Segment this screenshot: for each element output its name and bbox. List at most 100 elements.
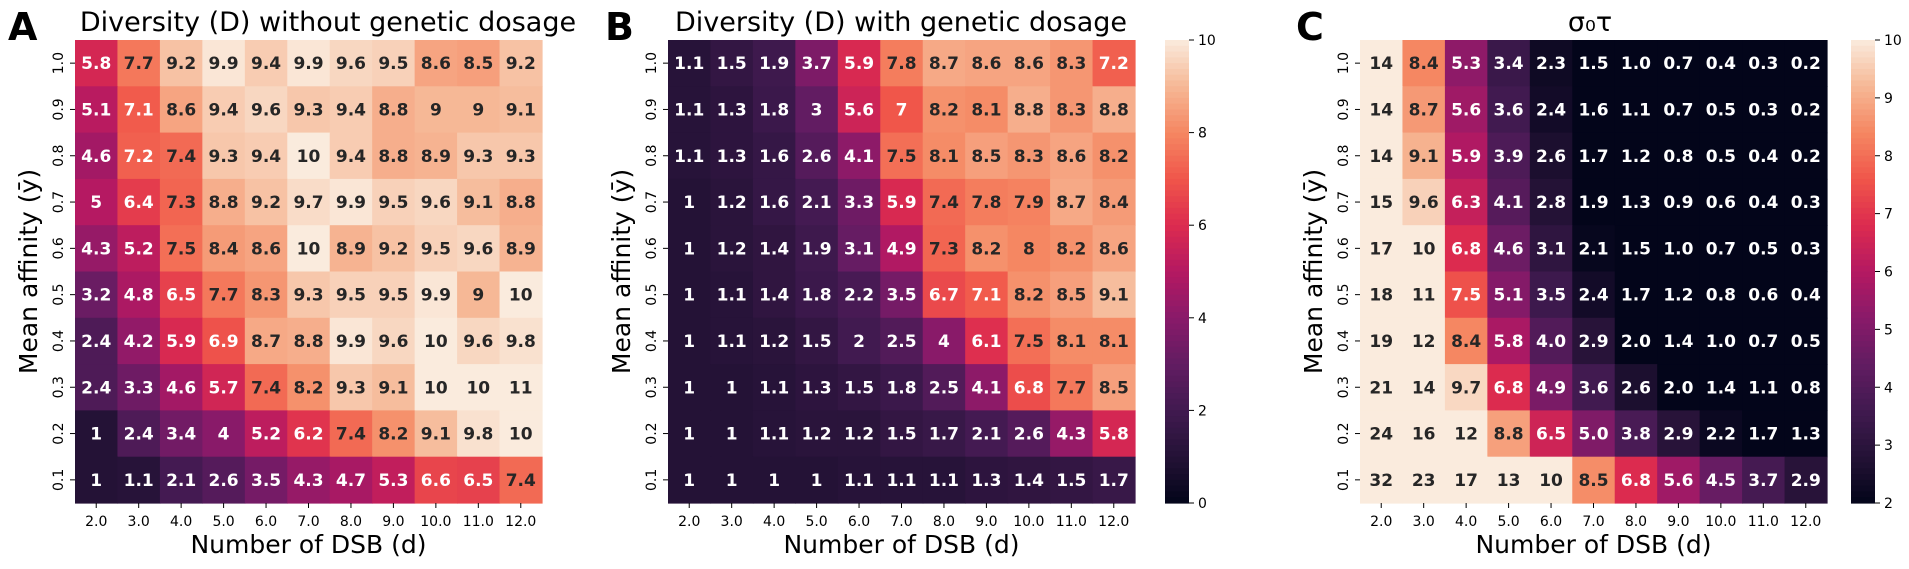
panel-b-y-tick-label: 0.6 bbox=[644, 237, 660, 259]
panel-c-cell bbox=[1402, 364, 1446, 411]
panel-c-cell bbox=[1360, 364, 1404, 411]
panel-c-cell-label: 4.5 bbox=[1706, 471, 1736, 491]
panel-c-colorbar-segment bbox=[1851, 86, 1875, 93]
panel-c-cell-label: 14 bbox=[1369, 54, 1393, 74]
panel-a-y-tick-label: 0.5 bbox=[51, 284, 67, 306]
panel-c-cell-label: 1.7 bbox=[1578, 147, 1608, 167]
panel-c-cell-label: 17 bbox=[1454, 471, 1478, 491]
panel-a-cell bbox=[244, 86, 288, 134]
panel-b-colorbar-segment bbox=[1165, 294, 1189, 302]
panel-c-y-tick-label: 1.0 bbox=[1336, 52, 1352, 74]
panel-c-cell bbox=[1402, 456, 1446, 504]
panel-a-cell bbox=[329, 456, 373, 504]
panel-c-colorbar-segment bbox=[1851, 340, 1875, 348]
panel-a-cell-label: 8.8 bbox=[378, 100, 408, 120]
panel-c-colorbar-segment bbox=[1851, 352, 1875, 359]
panel-a-cell bbox=[202, 132, 246, 180]
panel-b-cell-label: 1.5 bbox=[717, 54, 747, 74]
panel-b-cell bbox=[668, 40, 712, 87]
panel-a-cell bbox=[244, 410, 288, 458]
panel-a-cell bbox=[287, 86, 331, 134]
panel-a-cell bbox=[414, 225, 458, 273]
panel-a-cell-label: 9.2 bbox=[506, 54, 536, 74]
panel-c-colorbar-segment bbox=[1851, 230, 1875, 238]
panel-c-cell bbox=[1360, 225, 1404, 273]
panel-b-colorbar-segment bbox=[1165, 132, 1189, 139]
panel-a-cell bbox=[457, 225, 501, 273]
panel-a-cell bbox=[244, 132, 288, 180]
panel-b-cell bbox=[795, 317, 839, 365]
panel-b-x-tick-label: 12.0 bbox=[1098, 514, 1129, 530]
panel-b-cell-label: 4.1 bbox=[844, 147, 874, 167]
panel-a-cell bbox=[159, 132, 203, 180]
panel-c-cell-label: 19 bbox=[1369, 332, 1393, 352]
panel-b-colorbar-tick-label: 8 bbox=[1198, 126, 1207, 142]
panel-b-cell-label: 8.2 bbox=[1014, 286, 1044, 306]
panel-c-cell-label: 21 bbox=[1369, 378, 1393, 398]
panel-a-cell-label: 7.3 bbox=[166, 193, 196, 213]
panel-c-colorbar-segment bbox=[1851, 265, 1875, 273]
panel-a-cell bbox=[117, 456, 161, 504]
panel-b-cell-label: 7.9 bbox=[1014, 193, 1044, 213]
panel-c-x-tick-label: 10.0 bbox=[1705, 514, 1736, 530]
panel-c-y-tick-label: 0.1 bbox=[1336, 469, 1352, 491]
panel-b-cell-label: 4.1 bbox=[971, 378, 1001, 398]
panel-b-cell bbox=[880, 364, 924, 411]
panel-c-cell bbox=[1614, 40, 1658, 87]
panel-b-colorbar-segment bbox=[1165, 346, 1189, 354]
panel-c-cell-label: 10 bbox=[1539, 471, 1563, 491]
panel-a-cell-label: 10 bbox=[424, 332, 448, 352]
panel-a-cell bbox=[202, 317, 246, 365]
panel-c-colorbar-segment bbox=[1851, 121, 1875, 128]
panel-a-y-tick-label: 0.7 bbox=[51, 191, 67, 213]
panel-a-cell-label: 8.2 bbox=[378, 425, 408, 445]
panel-b-cell bbox=[965, 40, 1009, 87]
panel-b-cell-label: 8.3 bbox=[1056, 100, 1086, 120]
panel-b-colorbar-segment bbox=[1165, 358, 1189, 365]
panel-a-cell-label: 8.9 bbox=[421, 147, 451, 167]
panel-c-cell bbox=[1444, 40, 1488, 87]
panel-a-cell bbox=[287, 410, 331, 458]
panel-a-cell bbox=[202, 40, 246, 87]
panel-b-y-tick-label: 0.2 bbox=[644, 422, 660, 444]
panel-b-cell-label: 5.6 bbox=[844, 100, 874, 120]
panel-c-colorbar-segment bbox=[1851, 439, 1875, 446]
panel-b-colorbar-segment bbox=[1165, 387, 1189, 394]
panel-c-colorbar-segment bbox=[1851, 126, 1875, 134]
panel-c-cell-label: 2.9 bbox=[1663, 425, 1693, 445]
panel-b-cell bbox=[965, 225, 1009, 273]
panel-c-cell-label: 6.8 bbox=[1451, 239, 1481, 259]
panel-b-colorbar-segment bbox=[1165, 68, 1189, 76]
panel-b-cell bbox=[668, 317, 712, 365]
panel-c-colorbar-segment bbox=[1851, 323, 1875, 330]
panel-a-cell-label: 2.4 bbox=[81, 332, 111, 352]
panel-a-cell-label: 9.9 bbox=[209, 54, 239, 74]
panel-b-colorbar-segment bbox=[1165, 265, 1189, 273]
panel-c-colorbar-segment bbox=[1851, 57, 1875, 64]
panel-b-colorbar-segment bbox=[1165, 74, 1189, 82]
panel-b-cell-label: 1 bbox=[726, 471, 738, 491]
panel-a-cell-label: 8.8 bbox=[209, 193, 239, 213]
panel-a-cell-label: 9.9 bbox=[336, 332, 366, 352]
panel-a-cell-label: 9.1 bbox=[378, 378, 408, 398]
panel-c-cell bbox=[1444, 317, 1488, 365]
panel-b-cell-label: 7.1 bbox=[971, 286, 1001, 306]
panel-c-colorbar-tick-label: 10 bbox=[1884, 33, 1902, 49]
panel-b-colorbar-segment bbox=[1165, 439, 1189, 446]
panel-c-colorbar-segment bbox=[1851, 468, 1875, 475]
panel-c-cell bbox=[1444, 410, 1488, 458]
panel-a-cell bbox=[244, 317, 288, 365]
panel-b-cell-label: 1.1 bbox=[717, 332, 747, 352]
panel-c-colorbar-segment bbox=[1851, 178, 1875, 186]
panel-a-cell bbox=[117, 132, 161, 180]
panel-c-cell bbox=[1402, 410, 1446, 458]
panel-c-cell-label: 1.2 bbox=[1621, 147, 1651, 167]
panel-b-colorbar-segment bbox=[1165, 109, 1189, 116]
panel-b-colorbar-segment bbox=[1165, 474, 1189, 481]
panel-c-colorbar-segment bbox=[1851, 80, 1875, 87]
panel-c-cell bbox=[1444, 456, 1488, 504]
panel-c-cell-label: 0.3 bbox=[1791, 239, 1821, 259]
panel-c-x-tick-label: 9.0 bbox=[1667, 514, 1689, 530]
panel-c-colorbar-segment bbox=[1851, 317, 1875, 325]
panel-b-colorbar-segment bbox=[1165, 225, 1189, 232]
